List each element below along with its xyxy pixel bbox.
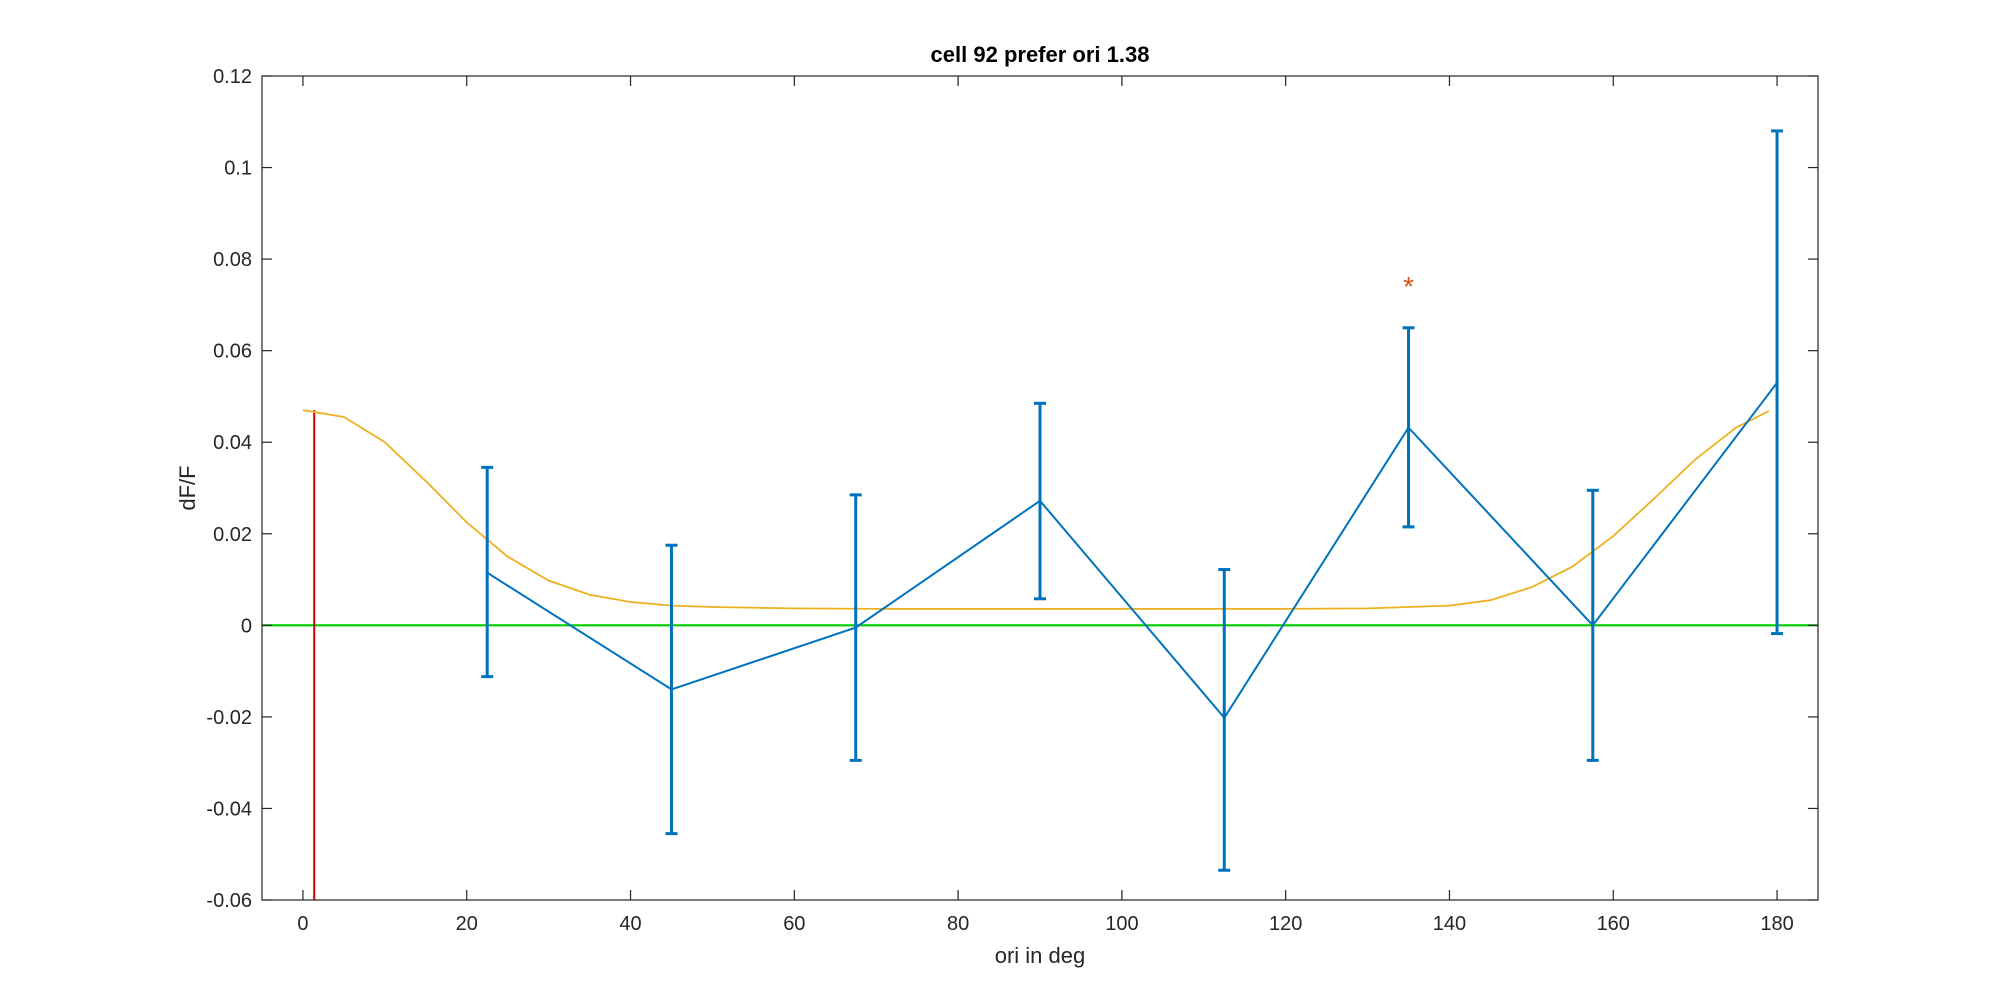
x-tick-label: 40 <box>619 913 641 935</box>
y-tick-label: 0 <box>241 615 252 637</box>
x-tick-label: 140 <box>1433 913 1466 935</box>
x-axis-label: ori in deg <box>995 943 1086 968</box>
chart-title: cell 92 prefer ori 1.38 <box>931 42 1150 67</box>
data-point <box>1038 499 1042 503</box>
y-tick-label: 0.06 <box>213 341 252 363</box>
significance-asterisk: * <box>1403 271 1414 302</box>
data-point <box>1775 381 1779 385</box>
x-tick-label: 0 <box>297 913 308 935</box>
x-tick-label: 100 <box>1105 913 1138 935</box>
x-tick-label: 80 <box>947 913 969 935</box>
y-tick-label: 0.08 <box>213 249 252 271</box>
axes-box <box>261 75 1819 901</box>
error-bar <box>665 543 678 836</box>
data-point <box>854 626 858 630</box>
data-point <box>1222 716 1226 720</box>
error-bar <box>849 493 862 762</box>
x-tick-label: 20 <box>456 913 478 935</box>
y-tick-label: -0.06 <box>206 890 252 912</box>
y-tick-label: 0.04 <box>213 432 252 454</box>
error-bar <box>1771 129 1784 636</box>
data-point <box>1406 425 1411 430</box>
y-tick-label: -0.02 <box>206 707 252 729</box>
error-bar <box>1402 326 1415 529</box>
data-series-group: * <box>262 129 1818 900</box>
mean-response-line <box>486 382 1778 720</box>
y-tick-label: 0.02 <box>213 524 252 546</box>
y-tick-label: 0.12 <box>213 66 252 88</box>
x-tick-label: 120 <box>1269 913 1302 935</box>
error-bar <box>1034 401 1046 601</box>
data-point <box>1591 623 1595 627</box>
y-tick-label: -0.04 <box>206 798 252 820</box>
axes-group: 0 20 40 60 80 100 120 140 160 180 -0.06 -0.04 -0.02 0… <box>206 66 1819 935</box>
error-bar <box>1586 488 1599 762</box>
data-point <box>485 571 489 575</box>
x-tick-label: 60 <box>783 913 805 935</box>
error-bar <box>481 465 494 679</box>
y-tick-label: 0.1 <box>224 158 252 180</box>
x-tick-label: 180 <box>1760 913 1793 935</box>
data-point <box>669 687 674 692</box>
error-bar <box>1218 567 1231 872</box>
x-tick-label: 160 <box>1597 913 1630 935</box>
y-axis-label: dF/F <box>175 465 200 510</box>
